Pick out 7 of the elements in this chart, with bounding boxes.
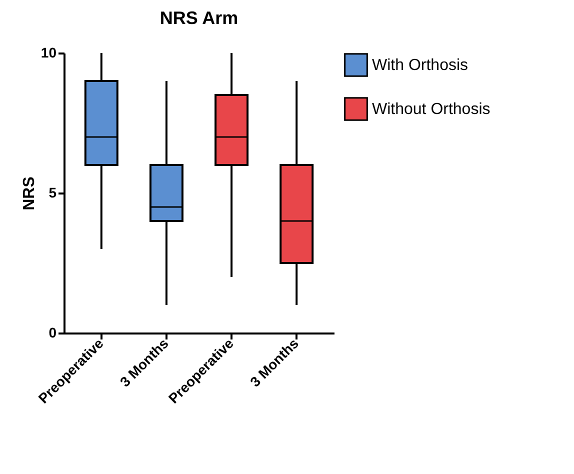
y-tick-label: 0 (48, 324, 57, 340)
legend-label: With Orthosis (372, 57, 468, 74)
legend-label: Without Orthosis (372, 101, 490, 118)
y-axis-title: NRS (20, 176, 38, 210)
y-tick-label: 10 (40, 44, 57, 60)
chart-title: NRS Arm (160, 8, 238, 28)
y-tick-label: 5 (48, 184, 57, 200)
